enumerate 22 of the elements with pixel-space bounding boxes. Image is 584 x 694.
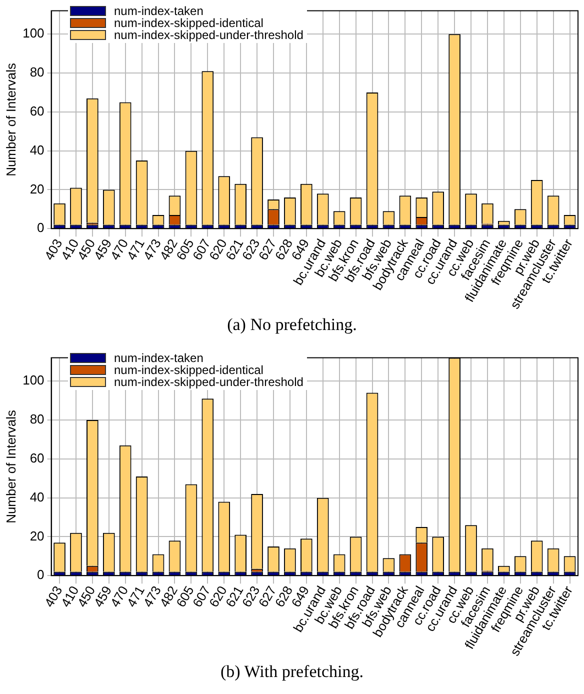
y-tick-label: 80 [30,412,44,427]
y-tick-label: 20 [30,181,44,196]
y-tick-label: 40 [30,142,44,158]
y-axis-title: Number of Intervals [3,410,18,524]
legend-label: num-index-skipped-under-threshold [114,375,304,389]
y-tick-label: 100 [22,26,44,41]
legend-label: num-index-skipped-identical [114,16,264,30]
y-tick-label: 60 [30,104,44,119]
legend-label: num-index-skipped-identical [114,363,264,377]
y-tick-label: 20 [30,528,44,544]
y-tick-label: 40 [30,489,44,504]
legend-label: num-index-skipped-under-threshold [114,28,304,42]
legend-label: num-index-taken [114,351,204,365]
y-tick-label: 60 [30,450,44,466]
legend-label: num-index-taken [114,4,204,18]
text: (a) No prefetching. [226,315,358,335]
y-tick-label: 0 [37,220,44,236]
y-tick-label: 100 [22,372,44,388]
y-tick-label: 0 [37,567,44,582]
y-axis-title: Number of Intervals [3,62,18,176]
y-tick-label: 80 [30,64,44,80]
text: (b) With prefetching. [220,662,364,682]
